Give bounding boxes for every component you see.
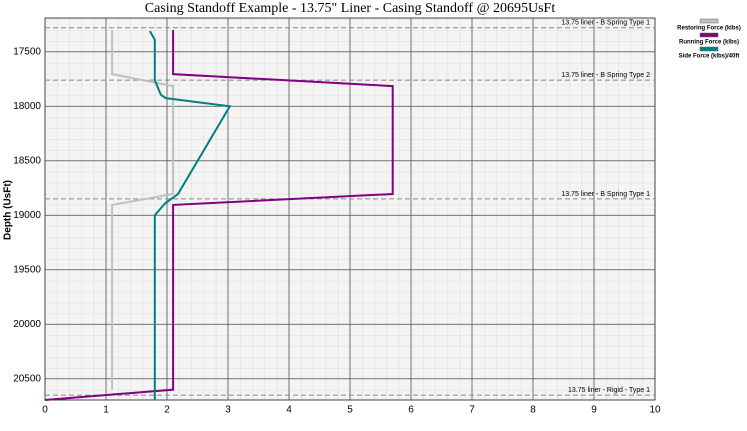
chart-title: Casing Standoff Example - 13.75" Liner -… [145, 1, 556, 16]
y-tick-label: 18500 [13, 155, 41, 166]
x-tick-label: 4 [286, 405, 292, 416]
x-tick-label: 1 [103, 405, 109, 416]
x-tick-label: 9 [591, 405, 597, 416]
x-tick-label: 7 [469, 405, 475, 416]
legend-swatch [699, 18, 719, 24]
y-tick-label: 19000 [13, 210, 41, 221]
legend-swatch [699, 46, 719, 52]
x-tick-label: 6 [408, 405, 414, 416]
legend-swatch [699, 32, 719, 38]
x-tick-label: 3 [225, 405, 231, 416]
y-tick-label: 20500 [13, 373, 41, 384]
y-tick-label: 20000 [13, 319, 41, 330]
y-tick-label: 17500 [13, 46, 41, 57]
annotation-label: 13.75 liner - Rigid - Type 1 [568, 387, 650, 394]
x-tick-label: 2 [164, 405, 170, 416]
annotation-label: 13.75 liner - B Spring Type 2 [561, 72, 650, 79]
legend-label: Running Force (klbs) [679, 40, 739, 46]
annotation-label: 13.75 liner - B Spring Type 1 [561, 191, 650, 198]
annotation-label: 13.75 liner - B Spring Type 1 [561, 20, 650, 27]
y-tick-label: 19500 [13, 264, 41, 275]
y-tick-label: 18000 [13, 101, 41, 112]
series-line [44, 29, 394, 401]
legend-label: Side Force (klbs)/40ft [679, 54, 740, 60]
x-tick-label: 8 [530, 405, 536, 416]
legend-label: Restoring Force (klbs) [677, 26, 741, 32]
series-line [111, 29, 175, 390]
x-tick-label: 10 [649, 405, 661, 416]
series-line [149, 30, 232, 400]
x-tick-label: 5 [347, 405, 353, 416]
y-axis-label: Depth (UsFt) [3, 180, 14, 240]
x-tick-label: 0 [42, 405, 48, 416]
plot-border [44, 17, 656, 401]
